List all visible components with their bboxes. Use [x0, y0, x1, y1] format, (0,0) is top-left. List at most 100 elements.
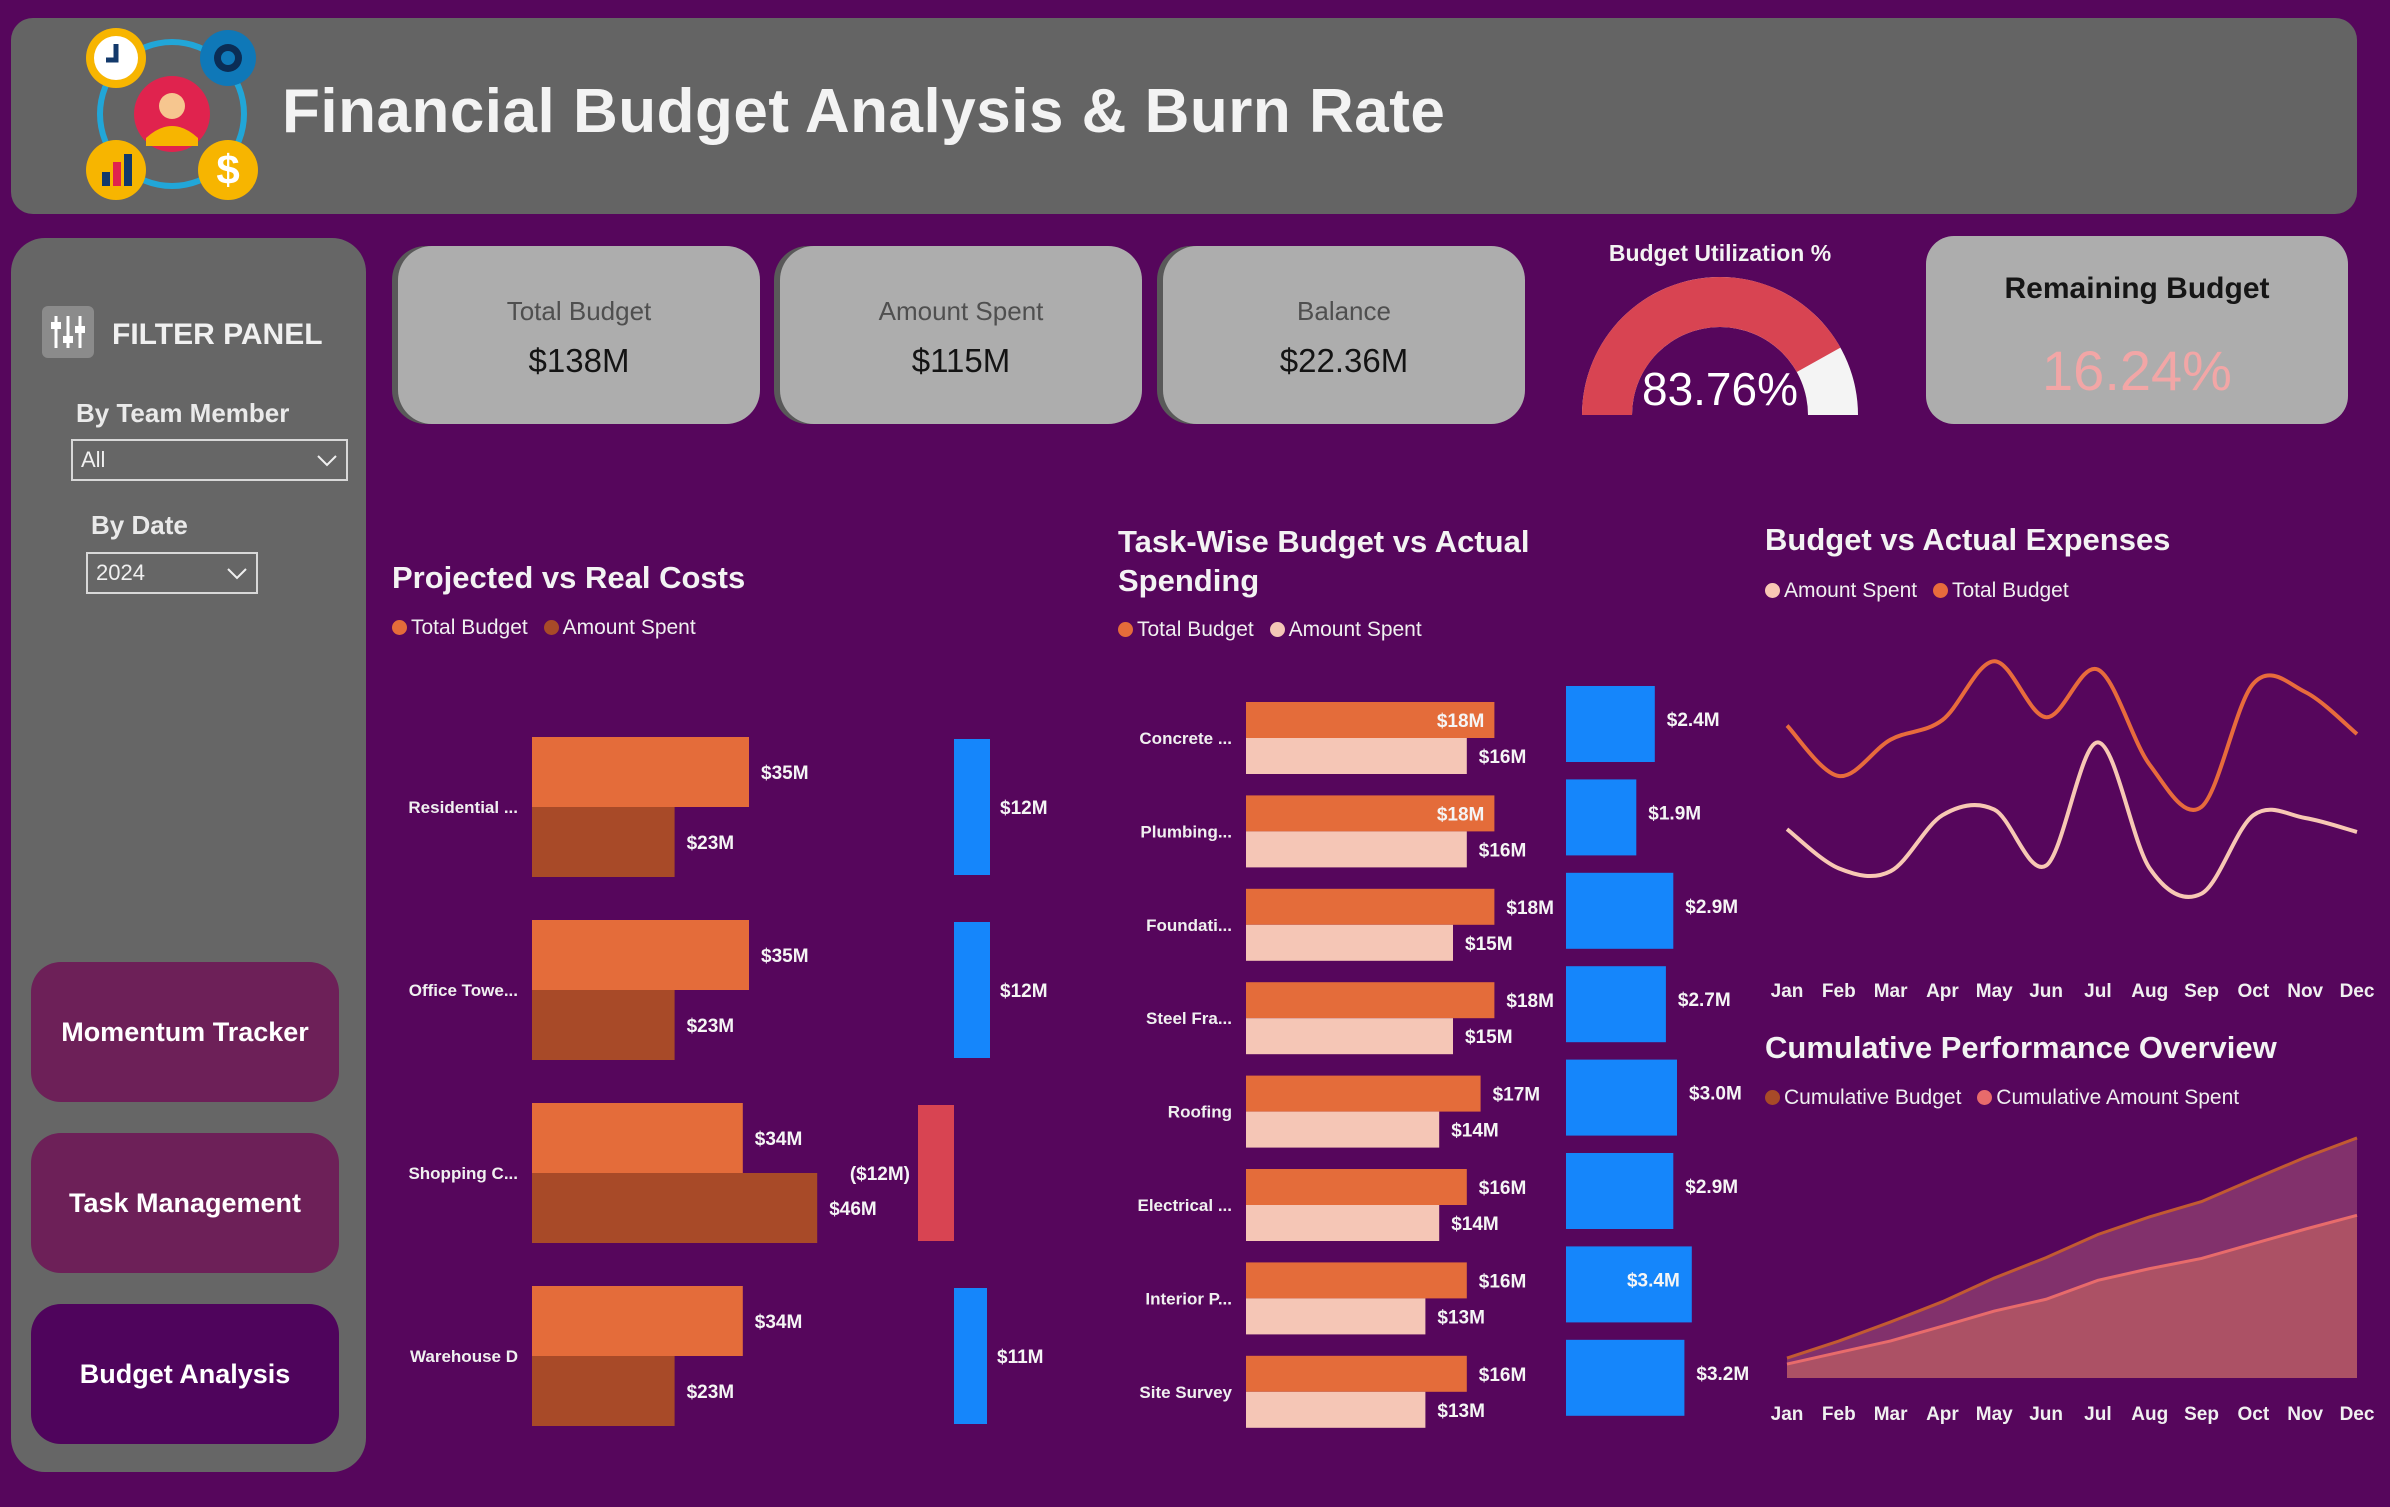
- nav-momentum-tracker-button[interactable]: Momentum Tracker: [31, 962, 339, 1102]
- bar-amount-spent: [1246, 924, 1453, 961]
- bar-amount-spent: [532, 1173, 818, 1243]
- kpi-label: Amount Spent: [878, 296, 1044, 326]
- legend-label: Total Budget: [1951, 579, 2069, 602]
- x-tick-label: Mar: [1874, 981, 1908, 1002]
- bar-value-label: $18M: [1437, 804, 1485, 825]
- bar-value-label: $13M: [1437, 1307, 1485, 1328]
- bar-total-budget: [532, 1286, 743, 1356]
- bar-value-label: $17M: [1493, 1085, 1541, 1106]
- bar-value-label: $16M: [1479, 1178, 1527, 1199]
- kpi-amount-spent: Amount Spent $115M: [780, 246, 1142, 424]
- balance-value-label: $12M: [1000, 981, 1048, 1002]
- x-tick-label: Aug: [2131, 981, 2168, 1002]
- gauge-title: Budget Utilization %: [1608, 240, 1832, 266]
- bar-amount-spent: [1246, 738, 1467, 774]
- bar-amount-spent: [532, 807, 675, 877]
- bar-total-budget: [1246, 1262, 1467, 1299]
- kpi-balance: Balance $22.36M: [1163, 246, 1525, 424]
- chart-projected-vs-real: Residential ... $35M $23M $12M Office Towe..…: [408, 737, 1048, 1426]
- bar-value-label: $23M: [687, 833, 735, 854]
- x-tick-label: Jun: [2029, 1404, 2063, 1425]
- balance-value-label: $2.9M: [1685, 897, 1738, 918]
- x-tick-label: Apr: [1926, 1404, 1959, 1425]
- bar-balance: [1566, 1059, 1677, 1136]
- chevron-down-icon: [227, 568, 247, 580]
- nav-budget-analysis-button[interactable]: Budget Analysis: [31, 1304, 339, 1444]
- remaining-budget-label: Remaining Budget: [2004, 272, 2270, 305]
- bar-amount-spent: [532, 990, 675, 1060]
- balance-value-label: $2.9M: [1685, 1177, 1738, 1198]
- bar-value-label: $16M: [1479, 747, 1527, 768]
- team-member-select[interactable]: All: [71, 439, 348, 481]
- chart-budget-vs-actual: Jan Feb Mar Apr May Jun Jul Aug Sep Oct Nov Dec: [1771, 659, 2375, 1002]
- category-label: Interior P...: [1145, 1289, 1232, 1308]
- balance-value-label: $2.7M: [1678, 990, 1731, 1011]
- legend-item: Amount Spent: [1269, 618, 1422, 641]
- legend-label: Amount Spent: [1288, 618, 1422, 641]
- bar-value-label: $18M: [1506, 898, 1554, 919]
- bar-amount-spent: [1246, 1111, 1440, 1148]
- balance-value-label: $2.4M: [1667, 710, 1720, 731]
- bar-balance: [954, 1288, 987, 1424]
- balance-value-label: $3.0M: [1689, 1084, 1742, 1105]
- balance-value-label: $3.4M: [1627, 1270, 1680, 1291]
- bar-value-label: $23M: [687, 1016, 735, 1037]
- date-value: 2024: [96, 560, 145, 585]
- kpi-total-budget: Total Budget $138M: [398, 246, 760, 424]
- category-label: Office Towe...: [409, 981, 518, 1000]
- bar-total-budget: [532, 737, 749, 807]
- gauge-fill: [1582, 276, 1841, 415]
- legend-projected: Total Budget Amount Spent: [392, 616, 706, 640]
- x-tick-label: Apr: [1926, 981, 1959, 1002]
- legend-item: Total Budget: [1932, 579, 2069, 602]
- x-tick-label: Jul: [2084, 1404, 2111, 1425]
- x-tick-label: Sep: [2184, 1404, 2219, 1425]
- nav-task-management-button[interactable]: Task Management: [31, 1133, 339, 1273]
- bar-total-budget: [1246, 982, 1495, 1019]
- x-tick-label: Feb: [1822, 1404, 1856, 1425]
- bar-balance: [918, 1105, 954, 1241]
- series-line: [1786, 1213, 2358, 1366]
- bar-amount-spent: [1246, 1018, 1453, 1055]
- legend-item: Amount Spent: [1765, 579, 1917, 602]
- date-select[interactable]: 2024: [86, 552, 258, 594]
- bar-value-label: $13M: [1437, 1401, 1485, 1422]
- chevron-down-icon: [317, 455, 337, 467]
- bar-value-label: $16M: [1479, 1271, 1527, 1292]
- bar-value-label: $15M: [1465, 934, 1513, 955]
- balance-value-label: ($12M): [850, 1164, 910, 1185]
- kpi-label: Balance: [1297, 296, 1391, 326]
- team-member-label: By Team Member: [76, 398, 290, 428]
- bar-total-budget: [1246, 702, 1495, 738]
- category-label: Residential ...: [408, 798, 518, 817]
- bar-amount-spent: [532, 1356, 675, 1426]
- series-line: [1786, 1136, 2358, 1360]
- bar-value-label: $35M: [761, 763, 809, 784]
- bar-value-label: $15M: [1465, 1027, 1513, 1048]
- kpi-label: Total Budget: [506, 296, 652, 326]
- legend-dot: [1765, 1090, 1780, 1105]
- bar-total-budget: [1246, 1075, 1481, 1112]
- legend-label: Amount Spent: [562, 616, 696, 639]
- bar-total-budget: [532, 920, 749, 990]
- bar-value-label: $18M: [1506, 991, 1554, 1012]
- x-tick-label: Feb: [1822, 981, 1856, 1002]
- balance-value-label: $3.2M: [1696, 1364, 1749, 1385]
- category-label: Site Survey: [1139, 1383, 1232, 1402]
- bar-value-label: $14M: [1451, 1121, 1499, 1142]
- bar-balance: [954, 922, 990, 1058]
- bar-balance: [1566, 1246, 1692, 1323]
- legend-item: Total Budget: [1118, 618, 1254, 641]
- x-tick-label: Dec: [2340, 981, 2375, 1002]
- x-tick-label: Jun: [2029, 981, 2063, 1002]
- x-tick-label: Sep: [2184, 981, 2219, 1002]
- kpi-value: $22.36M: [1279, 342, 1409, 379]
- legend-item: Total Budget: [392, 616, 528, 639]
- legend-dot: [1977, 1090, 1993, 1105]
- finance-logo-icon: $: [86, 28, 258, 200]
- x-tick-label: May: [1976, 1404, 2013, 1425]
- bar-balance: [1566, 872, 1674, 949]
- category-label: Electrical ...: [1138, 1196, 1233, 1215]
- bar-balance: [954, 739, 990, 875]
- date-label: By Date: [91, 510, 188, 540]
